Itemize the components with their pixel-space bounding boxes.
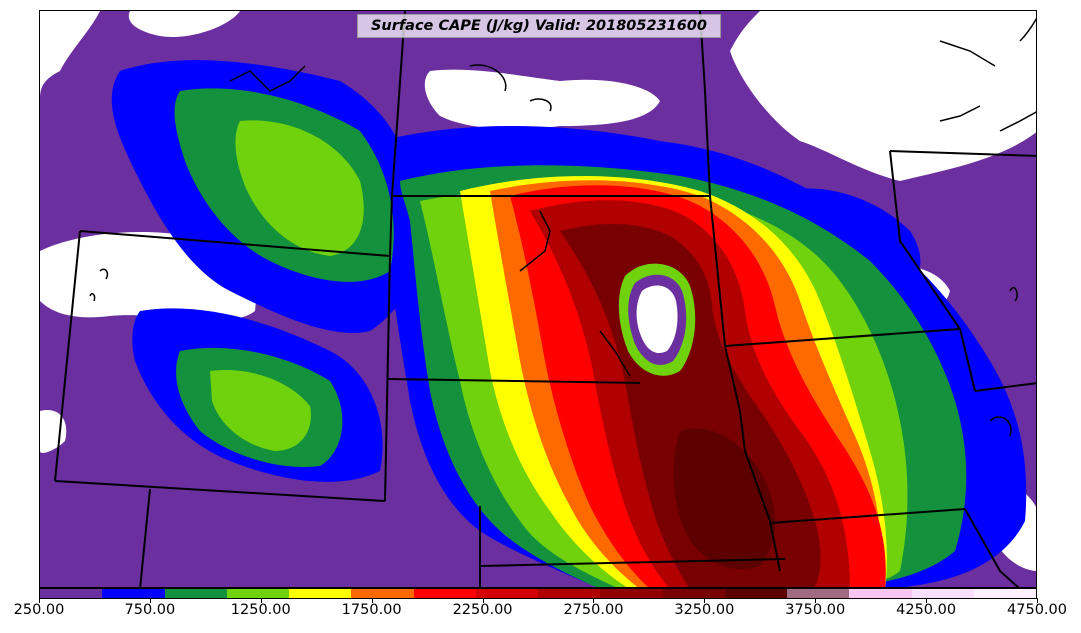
- colorbar-segment: [164, 589, 227, 598]
- colorbar-segment: [102, 589, 165, 598]
- map-title: Surface CAPE (J/kg) Valid: 201805231600: [370, 18, 708, 34]
- colorbar-segment: [662, 589, 725, 598]
- colorbar-tick-label: 2750.00: [563, 602, 624, 618]
- colorbar-segment: [475, 589, 538, 598]
- coastlines: [89, 17, 1036, 437]
- colorbar-segment: [787, 589, 850, 598]
- colorbar-segment: [413, 589, 476, 598]
- colorbar-tick-label: 1750.00: [341, 602, 402, 618]
- colorbar-segment: [538, 589, 601, 598]
- colorbar-tick-label: 3750.00: [785, 602, 846, 618]
- colorbar-tick: [704, 598, 706, 603]
- colorbar-tick: [1037, 598, 1038, 603]
- cape-map: [40, 11, 1036, 587]
- colorbar-tick: [482, 598, 484, 603]
- map-title-box: Surface CAPE (J/kg) Valid: 201805231600: [357, 14, 721, 38]
- colorbar-tick: [149, 598, 151, 603]
- colorbar-segment: [289, 589, 352, 598]
- state-boundaries: [54, 11, 1036, 587]
- colorbar-tick: [39, 598, 40, 603]
- cape-central-minimum: [618, 263, 696, 376]
- colorbar-tick: [926, 598, 928, 603]
- map-panel: [39, 10, 1037, 588]
- colorbar-tick-label: 4250.00: [896, 602, 957, 618]
- colorbar-segment: [226, 589, 289, 598]
- colorbar-tick: [371, 598, 373, 603]
- colorbar-segment: [911, 589, 974, 598]
- colorbar-segment: [973, 589, 1036, 598]
- colorbar-tick-label: 250.00: [13, 602, 65, 618]
- colorbar-segment: [351, 589, 414, 598]
- colorbar-tick-label: 4750.00: [1007, 602, 1067, 618]
- colorbar-tick: [593, 598, 595, 603]
- colorbar-tick-label: 1250.00: [230, 602, 291, 618]
- colorbar-tick-label: 2250.00: [452, 602, 513, 618]
- colorbar-tick: [260, 598, 262, 603]
- colorbar: [39, 588, 1037, 599]
- colorbar-segment: [40, 589, 103, 598]
- colorbar-tick-labels: 250.00 750.00 1250.00 1750.00 2250.00 2750.00…: [0, 598, 1081, 633]
- colorbar-tick-label: 3250.00: [674, 602, 735, 618]
- colorbar-segment: [600, 589, 663, 598]
- colorbar-tick-label: 750.00: [124, 602, 176, 618]
- colorbar-segment: [849, 589, 912, 598]
- colorbar-tick: [815, 598, 817, 603]
- colorbar-segment: [724, 589, 787, 598]
